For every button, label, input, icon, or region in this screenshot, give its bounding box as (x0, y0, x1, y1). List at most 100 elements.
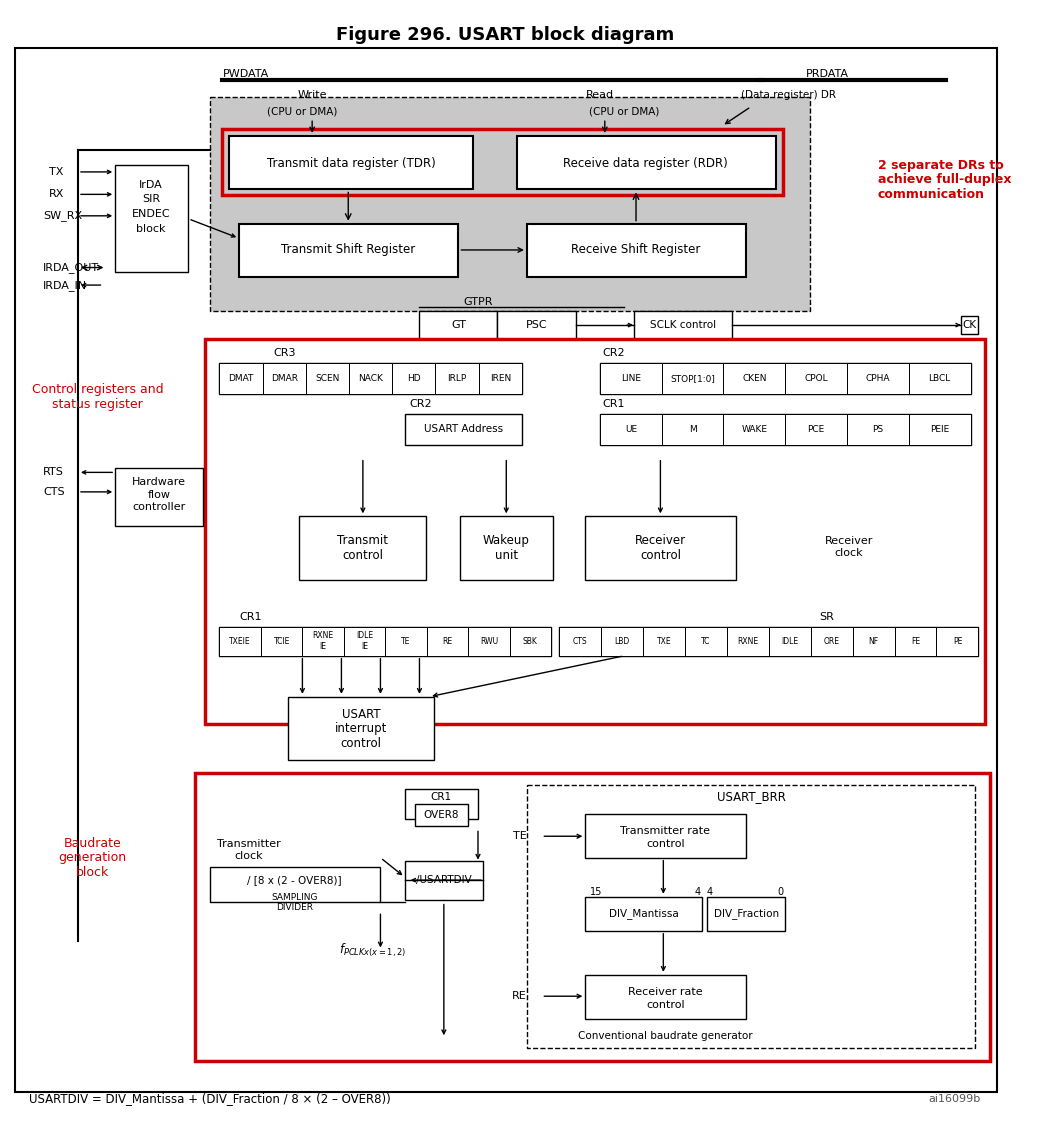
Text: WAKE: WAKE (741, 425, 767, 434)
Text: Control registers and: Control registers and (32, 383, 164, 396)
FancyBboxPatch shape (306, 363, 349, 395)
FancyBboxPatch shape (209, 868, 381, 902)
Text: CR2: CR2 (410, 399, 432, 409)
Text: SIR: SIR (142, 194, 161, 204)
FancyBboxPatch shape (404, 789, 478, 819)
Text: controller: controller (133, 502, 186, 513)
Text: TE: TE (513, 831, 527, 841)
Text: RXNE: RXNE (737, 636, 758, 645)
FancyBboxPatch shape (662, 414, 724, 445)
Text: interrupt: interrupt (335, 722, 387, 736)
Text: control: control (340, 737, 382, 750)
Text: SCEN: SCEN (315, 374, 340, 383)
Text: USART Address: USART Address (424, 424, 503, 434)
FancyBboxPatch shape (404, 414, 522, 445)
Text: PEIE: PEIE (930, 425, 949, 434)
Text: STOP[1:0]: STOP[1:0] (670, 374, 716, 383)
Text: RE: RE (512, 991, 527, 1001)
FancyBboxPatch shape (768, 626, 811, 655)
Text: 15: 15 (590, 887, 602, 897)
Text: RWU: RWU (480, 636, 498, 645)
FancyBboxPatch shape (436, 363, 479, 395)
Text: IRDA_IN: IRDA_IN (43, 280, 87, 290)
Text: RTS: RTS (43, 467, 64, 477)
FancyBboxPatch shape (662, 363, 724, 395)
Text: USART: USART (341, 708, 381, 721)
Text: ENDEC: ENDEC (132, 209, 170, 219)
Text: IrDA: IrDA (139, 179, 163, 189)
Text: Write: Write (298, 90, 327, 100)
FancyBboxPatch shape (262, 363, 306, 395)
FancyBboxPatch shape (510, 626, 551, 655)
Text: status register: status register (52, 398, 143, 411)
FancyBboxPatch shape (727, 626, 768, 655)
FancyBboxPatch shape (600, 363, 662, 395)
FancyBboxPatch shape (386, 626, 427, 655)
Text: Transmit Shift Register: Transmit Shift Register (281, 244, 416, 256)
Text: PRDATA: PRDATA (806, 69, 848, 79)
Text: Wakeup: Wakeup (483, 534, 530, 548)
Text: block: block (76, 866, 109, 879)
FancyBboxPatch shape (811, 626, 852, 655)
FancyBboxPatch shape (600, 414, 971, 445)
Text: ORE: ORE (823, 636, 840, 645)
FancyBboxPatch shape (229, 136, 473, 189)
Text: IDLE
IE: IDLE IE (356, 632, 373, 651)
Text: achieve full-duplex: achieve full-duplex (878, 174, 1011, 186)
FancyBboxPatch shape (684, 626, 727, 655)
Text: 2 separate DRs to: 2 separate DRs to (878, 159, 1004, 171)
FancyBboxPatch shape (724, 363, 785, 395)
FancyBboxPatch shape (634, 312, 732, 339)
Text: /USARTDIV: /USARTDIV (416, 875, 472, 886)
FancyBboxPatch shape (220, 363, 262, 395)
Text: CR2: CR2 (602, 348, 625, 358)
Text: control: control (646, 1000, 684, 1010)
Text: DMAR: DMAR (271, 374, 298, 383)
FancyBboxPatch shape (115, 467, 203, 526)
FancyBboxPatch shape (785, 414, 847, 445)
FancyBboxPatch shape (288, 696, 435, 760)
FancyBboxPatch shape (479, 363, 522, 395)
Text: Transmitter: Transmitter (217, 839, 281, 849)
FancyBboxPatch shape (220, 626, 551, 655)
Text: TCIE: TCIE (274, 636, 290, 645)
Text: SR: SR (819, 611, 835, 621)
Text: PE: PE (953, 636, 962, 645)
FancyBboxPatch shape (600, 363, 971, 395)
FancyBboxPatch shape (392, 363, 436, 395)
Text: USARTDIV = DIV_Mantissa + (DIV_Fraction / 8 × (2 – OVER8)): USARTDIV = DIV_Mantissa + (DIV_Fraction … (29, 1092, 391, 1106)
Text: RX: RX (49, 189, 64, 200)
Text: CK: CK (962, 320, 977, 330)
Text: / [8 x (2 - OVER8)]: / [8 x (2 - OVER8)] (247, 875, 342, 886)
Text: unit: unit (495, 549, 517, 561)
Text: IRLP: IRLP (447, 374, 467, 383)
Text: IRDA_OUT: IRDA_OUT (43, 262, 100, 273)
Text: clock: clock (835, 549, 863, 558)
FancyBboxPatch shape (239, 223, 458, 278)
FancyBboxPatch shape (847, 414, 908, 445)
Text: control: control (646, 839, 684, 849)
Text: IREN: IREN (489, 374, 511, 383)
FancyBboxPatch shape (724, 414, 785, 445)
Text: Hardware: Hardware (132, 477, 186, 488)
FancyBboxPatch shape (404, 861, 483, 899)
Text: DIV_Mantissa: DIV_Mantissa (609, 908, 678, 919)
Text: SAMPLING: SAMPLING (272, 894, 318, 903)
Text: CPHA: CPHA (866, 374, 890, 383)
FancyBboxPatch shape (643, 626, 684, 655)
Text: Figure 296. USART block diagram: Figure 296. USART block diagram (336, 26, 674, 44)
Text: HD: HD (408, 374, 421, 383)
Text: Transmit: Transmit (337, 534, 389, 548)
FancyBboxPatch shape (115, 166, 189, 272)
FancyBboxPatch shape (852, 626, 895, 655)
FancyBboxPatch shape (415, 804, 469, 826)
FancyBboxPatch shape (600, 626, 643, 655)
FancyBboxPatch shape (469, 626, 510, 655)
FancyBboxPatch shape (961, 316, 979, 333)
Text: CR1: CR1 (602, 399, 625, 409)
FancyBboxPatch shape (220, 626, 261, 655)
FancyBboxPatch shape (344, 626, 386, 655)
FancyBboxPatch shape (936, 626, 979, 655)
Text: RE: RE (443, 636, 452, 645)
Text: clock: clock (234, 850, 263, 861)
